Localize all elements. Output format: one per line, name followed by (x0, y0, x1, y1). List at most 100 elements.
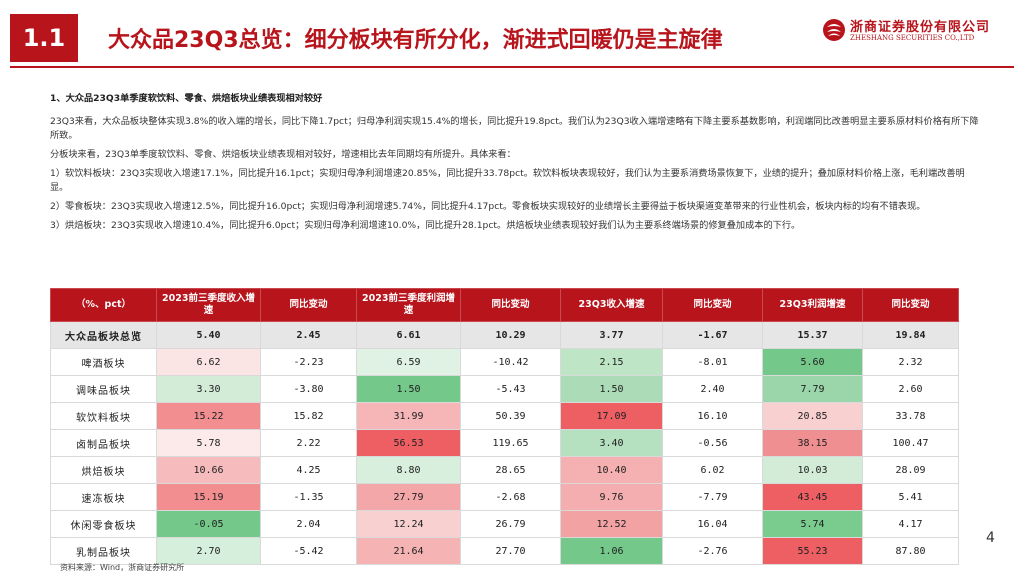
table-cell: 43.45 (762, 483, 863, 511)
table-cell: 3.40 (560, 429, 663, 457)
table-cell: -2.76 (662, 537, 763, 565)
table-row: 卤制品板块 5.78 2.22 56.53 119.65 3.40 -0.56 38.15 10… (50, 429, 959, 457)
table-cell: 27.70 (460, 537, 561, 565)
table-cell: -0.05 (156, 510, 261, 538)
sector-label: 烘焙板块 (50, 456, 157, 484)
table-cell: 26.79 (460, 510, 561, 538)
table-cell: 2.45 (260, 321, 357, 349)
table-cell: 5.74 (762, 510, 863, 538)
table-row: 啤酒板块 6.62 -2.23 6.59 -10.42 2.15 -8.01 5.60 2.32 (50, 348, 959, 376)
table-cell: 6.59 (356, 348, 461, 376)
table-cell: 15.22 (156, 402, 261, 430)
sector-label: 速冻板块 (50, 483, 157, 511)
table-cell: 10.40 (560, 456, 663, 484)
table-cell: 4.25 (260, 456, 357, 484)
logo-chinese-name: 浙商证券股份有限公司 (850, 20, 991, 35)
table-cell: 6.02 (662, 456, 763, 484)
table-cell: 2.22 (260, 429, 357, 457)
table-header-cell: 2023前三季度利润增速 (356, 288, 461, 322)
table-cell: 15.19 (156, 483, 261, 511)
table-cell: -10.42 (460, 348, 561, 376)
header-divider (10, 66, 1014, 68)
analysis-paragraph: 分板块来看，23Q3单季度软饮料、零食、烘焙板块业绩表现相对较好，增速相比去年同… (50, 149, 516, 160)
table-header-cell: （%、pct） (50, 288, 157, 322)
table-cell: 21.64 (356, 537, 461, 565)
table-header-cell: 23Q3利润增速 (762, 288, 863, 322)
table-header-cell: 同比变动 (862, 288, 959, 322)
table-header-cell: 23Q3收入增速 (560, 288, 663, 322)
section-number-badge: 1.1 (10, 14, 78, 62)
table-cell: 1.50 (356, 375, 461, 403)
logo-english-name: ZHESHANG SECURITIES CO.,LTD (850, 34, 975, 42)
table-cell: 10.29 (460, 321, 561, 349)
table-cell: 8.80 (356, 456, 461, 484)
table-cell: 56.53 (356, 429, 461, 457)
table-header-row: （%、pct） 2023前三季度收入增速 同比变动 2023前三季度利润增速 同比变动 2… (50, 288, 959, 322)
zheshang-logo-icon (823, 19, 845, 41)
sector-growth-table: （%、pct） 2023前三季度收入增速 同比变动 2023前三季度利润增速 同比变动 2… (50, 288, 959, 565)
table-cell: -5.42 (260, 537, 357, 565)
table-row: 调味品板块 3.30 -3.80 1.50 -5.43 1.50 2.40 7.79 2.60 (50, 375, 959, 403)
table-cell: 12.24 (356, 510, 461, 538)
table-cell: 6.61 (356, 321, 461, 349)
table-cell: 2.60 (862, 375, 959, 403)
table-cell: 27.79 (356, 483, 461, 511)
table-cell: 28.65 (460, 456, 561, 484)
table-header-cell: 同比变动 (260, 288, 357, 322)
table-cell: 7.79 (762, 375, 863, 403)
table-cell: 12.52 (560, 510, 663, 538)
slide-title: 大众品23Q3总览：细分板块有所分化，渐进式回暖仍是主旋律 (108, 28, 723, 53)
table-cell: 38.15 (762, 429, 863, 457)
table-cell: 2.32 (862, 348, 959, 376)
analysis-paragraph: 3）烘焙板块：23Q3实现收入增速10.4%，同比提升6.0pct；实现归母净利… (50, 220, 801, 231)
company-logo: 浙商证券股份有限公司 ZHESHANG SECURITIES CO.,LTD (822, 16, 1012, 50)
page-number: 4 (986, 530, 995, 546)
table-cell: -1.35 (260, 483, 357, 511)
table-cell: 31.99 (356, 402, 461, 430)
table-cell: 16.04 (662, 510, 763, 538)
table-cell: -0.56 (662, 429, 763, 457)
source-note: 资料来源：Wind，浙商证券研究所 (60, 563, 185, 572)
analysis-paragraph: 1）软饮料板块：23Q3实现收入增速17.1%，同比提升16.1pct；实现归母… (50, 168, 965, 193)
table-cell: 87.80 (862, 537, 959, 565)
table-cell: 100.47 (862, 429, 959, 457)
analysis-paragraph: 23Q3来看，大众品板块整体实现3.8%的收入端的增长，同比下降1.7pct；归… (50, 116, 979, 141)
table-cell: 10.03 (762, 456, 863, 484)
table-cell: 15.82 (260, 402, 357, 430)
table-cell: 2.40 (662, 375, 763, 403)
table-cell: 4.17 (862, 510, 959, 538)
sector-label: 调味品板块 (50, 375, 157, 403)
table-cell: 50.39 (460, 402, 561, 430)
table-cell: 2.04 (260, 510, 357, 538)
table-row: 烘焙板块 10.66 4.25 8.80 28.65 10.40 6.02 10.03 28.0… (50, 456, 959, 484)
analysis-heading: 1、大众品23Q3单季度软饮料、零食、烘焙板块业绩表现相对较好 (50, 93, 323, 104)
sector-label: 软饮料板块 (50, 402, 157, 430)
sector-label: 乳制品板块 (50, 537, 157, 565)
table-cell: 3.30 (156, 375, 261, 403)
table-cell: 3.77 (560, 321, 663, 349)
table-cell: 5.78 (156, 429, 261, 457)
table-cell: 5.41 (862, 483, 959, 511)
table-cell: 16.10 (662, 402, 763, 430)
table-row: 休闲零食板块 -0.05 2.04 12.24 26.79 12.52 16.04 5.74 4… (50, 510, 959, 538)
table-cell: 15.37 (762, 321, 863, 349)
table-cell: 20.85 (762, 402, 863, 430)
sector-label: 休闲零食板块 (50, 510, 157, 538)
table-cell: -7.79 (662, 483, 763, 511)
table-header-cell: 同比变动 (662, 288, 763, 322)
table-cell: -1.67 (662, 321, 763, 349)
table-cell: 2.15 (560, 348, 663, 376)
sector-label: 啤酒板块 (50, 348, 157, 376)
table-cell: 10.66 (156, 456, 261, 484)
table-cell: 33.78 (862, 402, 959, 430)
table-cell: -8.01 (662, 348, 763, 376)
sector-label: 卤制品板块 (50, 429, 157, 457)
analysis-text: 1、大众品23Q3单季度软饮料、零食、烘焙板块业绩表现相对较好 23Q3来看，大… (50, 92, 980, 238)
table-row: 速冻板块 15.19 -1.35 27.79 -2.68 9.76 -7.79 43.45 5.… (50, 483, 959, 511)
table-row: 乳制品板块 2.70 -5.42 21.64 27.70 1.06 -2.76 55.23 87… (50, 537, 959, 565)
analysis-paragraph: 2）零食板块：23Q3实现收入增速12.5%，同比提升16.0pct；实现归母净… (50, 201, 926, 212)
table-cell: 119.65 (460, 429, 561, 457)
table-cell: 1.50 (560, 375, 663, 403)
table-cell: 5.40 (156, 321, 261, 349)
table-cell: -2.23 (260, 348, 357, 376)
